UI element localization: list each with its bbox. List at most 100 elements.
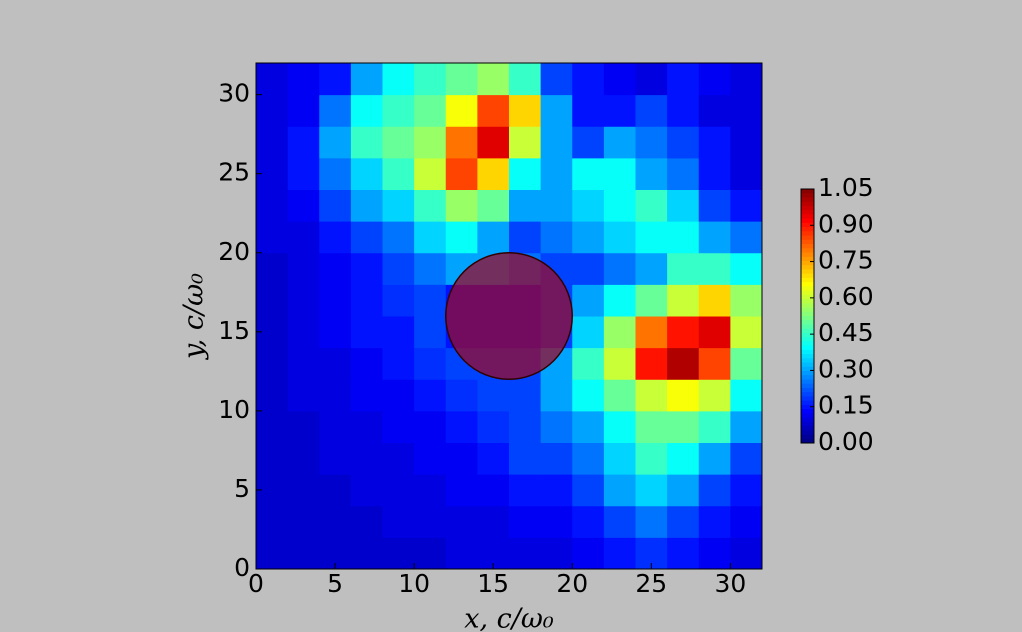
heat-cell [635,63,668,96]
heat-cell [635,284,668,317]
heat-cell [319,379,352,412]
heat-cell [603,63,636,96]
heat-cell [287,505,320,538]
colorbar-segment [801,286,814,292]
colorbar-segment [801,218,814,224]
heat-cell [319,442,352,475]
heat-cell [730,442,763,475]
colorbar-tick-label: 1.05 [818,173,874,202]
heat-cell [698,505,731,538]
colorbar-segment [801,396,814,402]
heat-cell [730,63,763,96]
heat-cell [414,221,447,254]
colorbar-segment [801,235,814,241]
heat-cell [667,189,700,222]
heat-cell [572,221,605,254]
heat-cell [477,126,510,159]
heat-cell [350,505,383,538]
heat-cell [414,316,447,349]
heat-cell [382,505,415,538]
heat-cell [509,379,542,412]
heat-cell [319,94,352,127]
colorbar-segment [801,328,814,334]
colorbar-tick-label: 0.45 [818,318,874,347]
heat-cell [445,221,478,254]
heat-cell [572,252,605,285]
heat-cell [603,505,636,538]
heat-cell [540,474,573,507]
heat-cell [287,63,320,96]
heat-cell [445,379,478,412]
heat-cell [477,379,510,412]
heat-cell [667,252,700,285]
heat-cell [698,442,731,475]
colorbar-segment [801,404,814,410]
heat-cell [698,284,731,317]
heat-cell [256,505,289,538]
y-tick-label: 0 [234,553,250,582]
heat-cell [256,347,289,380]
heat-cell [287,347,320,380]
colorbar-frame [800,188,815,444]
colorbar-segment [801,345,814,351]
heat-cell [382,442,415,475]
heat-cell [256,379,289,412]
heat-cell [414,347,447,380]
heat-cell [319,252,352,285]
heat-cell [414,537,447,570]
heat-cell [509,505,542,538]
x-tick-label: 15 [477,569,509,598]
heat-cell [635,221,668,254]
heat-cell [509,94,542,127]
colorbar-segment [801,252,814,258]
y-tick-label: 5 [234,474,250,503]
heat-cell [730,537,763,570]
colorbar-segment [801,426,814,431]
heat-cell [667,157,700,190]
heat-cell [730,252,763,285]
heat-cell [667,284,700,317]
heat-cell [256,221,289,254]
heat-cell [635,474,668,507]
heat-cell [477,442,510,475]
heat-cell [540,157,573,190]
heat-cell [540,379,573,412]
heat-cell [256,126,289,159]
heat-cell [698,189,731,222]
heat-cell [382,221,415,254]
heat-cell [730,94,763,127]
colorbar-segment [801,341,814,347]
heat-cell [603,442,636,475]
colorbar-segment [801,239,814,245]
colorbar-segment [801,438,814,444]
heat-cell [477,410,510,443]
heat-cell [287,284,320,317]
heat-cell [540,94,573,127]
heat-cell [730,379,763,412]
heat-cell [603,126,636,159]
heat-cell [414,189,447,222]
y-tick-label: 30 [218,79,250,108]
heat-cell [603,252,636,285]
heat-cell [319,221,352,254]
heat-cell [350,284,383,317]
heat-cell [730,189,763,222]
heat-cell [287,537,320,570]
heat-cell [350,347,383,380]
heat-cell [572,63,605,96]
x-tick-label: 20 [556,569,588,598]
x-tick-label: 25 [635,569,667,598]
heat-cell [572,126,605,159]
heat-cell [445,537,478,570]
heat-cell [256,537,289,570]
heat-cell [445,94,478,127]
heat-cell [382,126,415,159]
heat-cell [603,410,636,443]
heat-cell [256,94,289,127]
colorbar-segment [801,409,814,414]
colorbar-tick-label: 0.15 [818,391,874,420]
heat-cell [414,442,447,475]
colorbar-segment [801,205,814,211]
colorbar-segment [801,332,814,338]
